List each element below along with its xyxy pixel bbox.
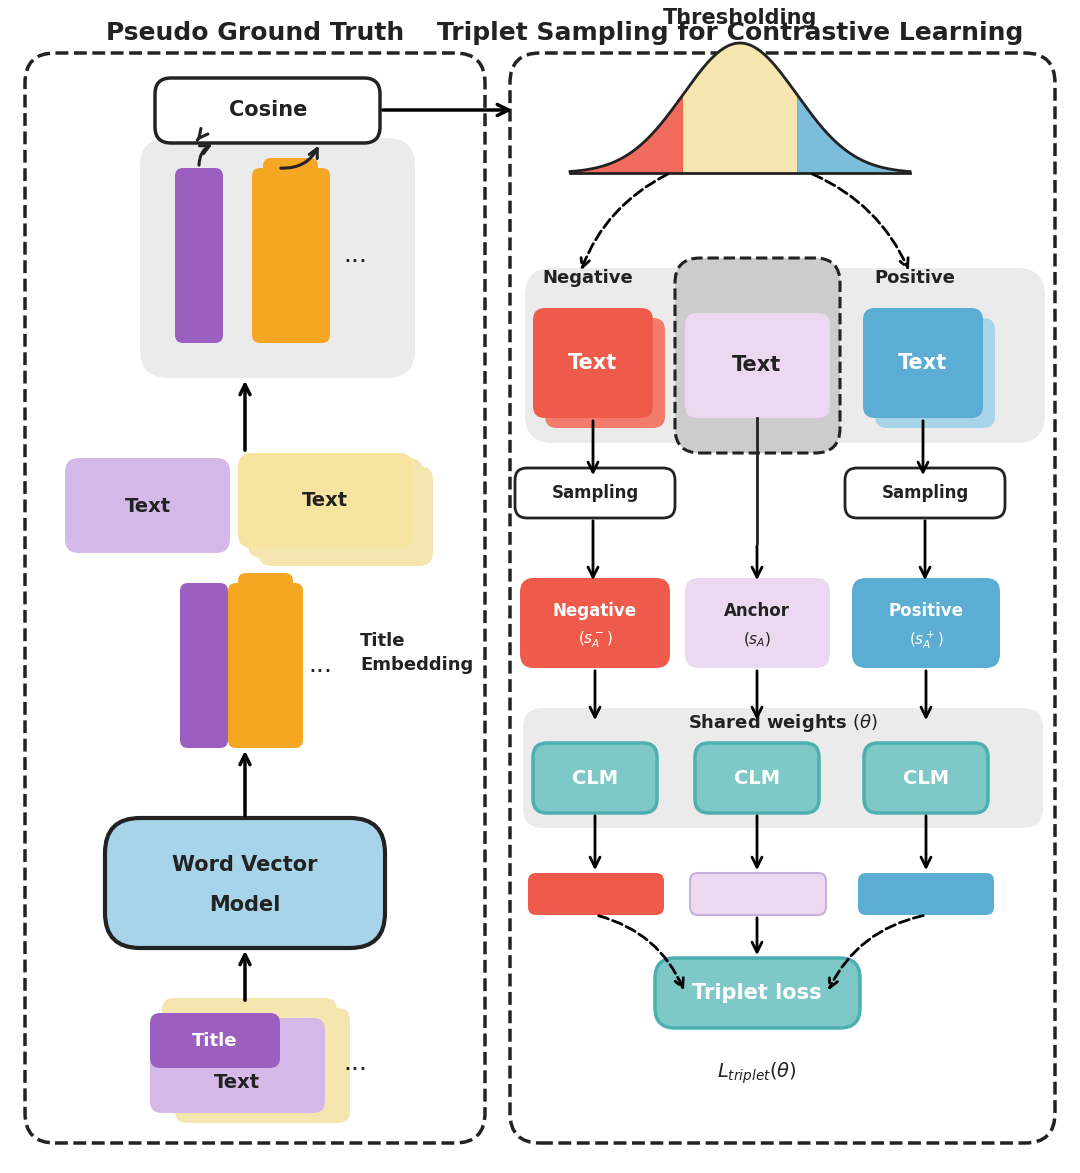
Text: CLM: CLM xyxy=(734,768,780,787)
FancyBboxPatch shape xyxy=(175,1008,350,1123)
FancyBboxPatch shape xyxy=(858,873,994,915)
FancyBboxPatch shape xyxy=(696,743,819,813)
Text: Positive: Positive xyxy=(875,269,956,287)
FancyBboxPatch shape xyxy=(105,818,384,948)
Text: Text: Text xyxy=(899,353,947,373)
Text: Model: Model xyxy=(210,895,281,915)
Polygon shape xyxy=(570,95,683,172)
Text: Positive: Positive xyxy=(889,602,963,621)
Text: Pseudo Ground Truth: Pseudo Ground Truth xyxy=(106,21,404,45)
FancyBboxPatch shape xyxy=(534,308,653,418)
Text: ...: ... xyxy=(343,1051,367,1074)
FancyBboxPatch shape xyxy=(150,1013,280,1067)
FancyBboxPatch shape xyxy=(515,468,675,518)
FancyBboxPatch shape xyxy=(528,873,664,915)
FancyBboxPatch shape xyxy=(525,267,1045,443)
FancyBboxPatch shape xyxy=(852,578,1000,667)
FancyBboxPatch shape xyxy=(545,318,665,428)
Polygon shape xyxy=(797,95,910,172)
FancyBboxPatch shape xyxy=(534,743,657,813)
Text: $(s_A^+)$: $(s_A^+)$ xyxy=(908,629,944,651)
FancyBboxPatch shape xyxy=(864,743,988,813)
Text: Triplet loss: Triplet loss xyxy=(692,983,822,1003)
Text: Shared weights $(\theta)$: Shared weights $(\theta)$ xyxy=(688,712,878,734)
Text: $L_{triplet}(\theta)$: $L_{triplet}(\theta)$ xyxy=(717,1060,797,1086)
FancyBboxPatch shape xyxy=(863,308,983,418)
FancyBboxPatch shape xyxy=(228,583,283,748)
Text: Negative: Negative xyxy=(553,602,637,621)
Text: Sampling: Sampling xyxy=(881,484,969,502)
Text: Anchor: Anchor xyxy=(724,602,789,621)
Text: Text: Text xyxy=(568,353,618,373)
FancyBboxPatch shape xyxy=(523,708,1043,828)
FancyBboxPatch shape xyxy=(654,958,860,1028)
FancyBboxPatch shape xyxy=(675,258,840,453)
FancyBboxPatch shape xyxy=(180,583,228,748)
Text: $(s_A)$: $(s_A)$ xyxy=(743,631,771,649)
FancyBboxPatch shape xyxy=(175,168,222,343)
Text: Negative: Negative xyxy=(542,269,633,287)
FancyBboxPatch shape xyxy=(65,457,230,552)
FancyBboxPatch shape xyxy=(162,998,337,1113)
FancyBboxPatch shape xyxy=(875,318,995,428)
FancyBboxPatch shape xyxy=(238,453,413,548)
FancyBboxPatch shape xyxy=(248,583,303,748)
FancyBboxPatch shape xyxy=(150,1018,325,1113)
FancyBboxPatch shape xyxy=(140,138,415,378)
FancyBboxPatch shape xyxy=(264,158,318,333)
FancyBboxPatch shape xyxy=(252,168,307,343)
Text: Text: Text xyxy=(125,496,171,515)
Text: Cosine: Cosine xyxy=(229,100,307,120)
FancyBboxPatch shape xyxy=(275,168,330,343)
FancyBboxPatch shape xyxy=(519,578,670,667)
Text: Text: Text xyxy=(214,1073,260,1092)
Text: ...: ... xyxy=(343,243,367,267)
FancyBboxPatch shape xyxy=(685,578,831,667)
FancyBboxPatch shape xyxy=(258,466,433,567)
Text: Text: Text xyxy=(732,355,782,375)
Text: Word Vector: Word Vector xyxy=(172,855,318,875)
FancyBboxPatch shape xyxy=(248,457,423,558)
Text: Triplet Sampling for Contrastive Learning: Triplet Sampling for Contrastive Learnin… xyxy=(436,21,1023,45)
Text: Title
Embedding: Title Embedding xyxy=(360,631,473,674)
FancyBboxPatch shape xyxy=(685,313,831,418)
Text: Sampling: Sampling xyxy=(552,484,638,502)
Text: Title: Title xyxy=(192,1032,238,1050)
Text: CLM: CLM xyxy=(572,768,618,787)
Text: Thresholding: Thresholding xyxy=(663,8,818,28)
FancyBboxPatch shape xyxy=(690,873,826,915)
Polygon shape xyxy=(684,43,796,172)
FancyBboxPatch shape xyxy=(238,572,293,738)
Text: CLM: CLM xyxy=(903,768,949,787)
Text: Text: Text xyxy=(302,491,348,510)
FancyBboxPatch shape xyxy=(156,77,380,143)
Text: ...: ... xyxy=(308,653,332,677)
Text: $(s_A^-)$: $(s_A^-)$ xyxy=(578,630,612,650)
FancyBboxPatch shape xyxy=(845,468,1005,518)
